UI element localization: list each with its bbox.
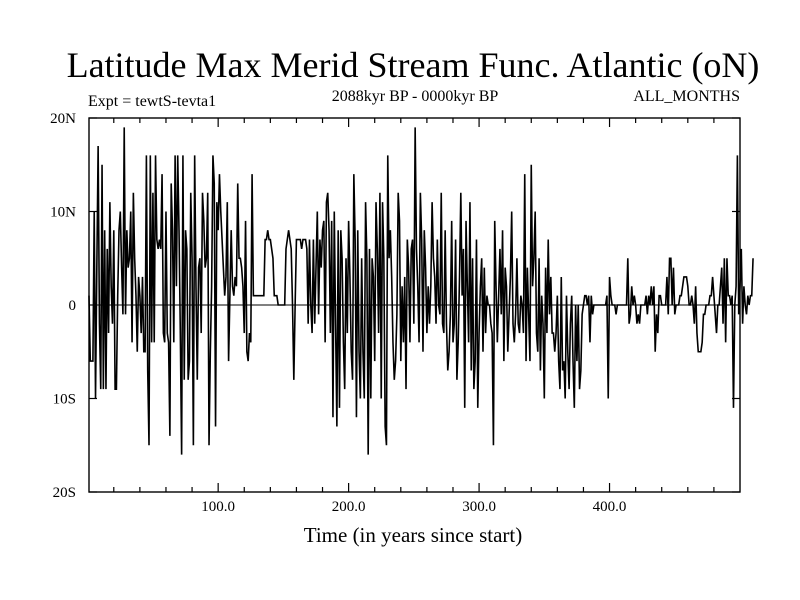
- experiment-label: Expt = tewtS-tevta1: [88, 93, 216, 110]
- x-tick-label: 100.0: [201, 499, 235, 515]
- x-axis-label: Time (in years since start): [304, 523, 523, 547]
- x-tick-label: 200.0: [332, 499, 366, 515]
- y-axis: 20N 10N 0 10S 20S: [50, 111, 740, 501]
- x-tick-label: 300.0: [462, 499, 496, 515]
- series-line: [88, 127, 754, 455]
- y-tick-label: 10S: [53, 392, 76, 408]
- x-axis: 100.0 200.0 300.0 400.0: [113, 118, 715, 515]
- x-tick-label: 400.0: [593, 499, 627, 515]
- y-tick-label: 10N: [50, 205, 76, 221]
- y-tick-label: 20N: [50, 111, 76, 127]
- months-label: ALL_MONTHS: [633, 88, 740, 105]
- plot-frame: [88, 117, 741, 493]
- y-tick-label: 20S: [53, 485, 76, 501]
- period-label: 2088kyr BP - 0000kyr BP: [332, 88, 499, 105]
- chart-title: Latitude Max Merid Stream Func. Atlantic…: [67, 45, 760, 85]
- y-tick-label: 0: [69, 298, 77, 314]
